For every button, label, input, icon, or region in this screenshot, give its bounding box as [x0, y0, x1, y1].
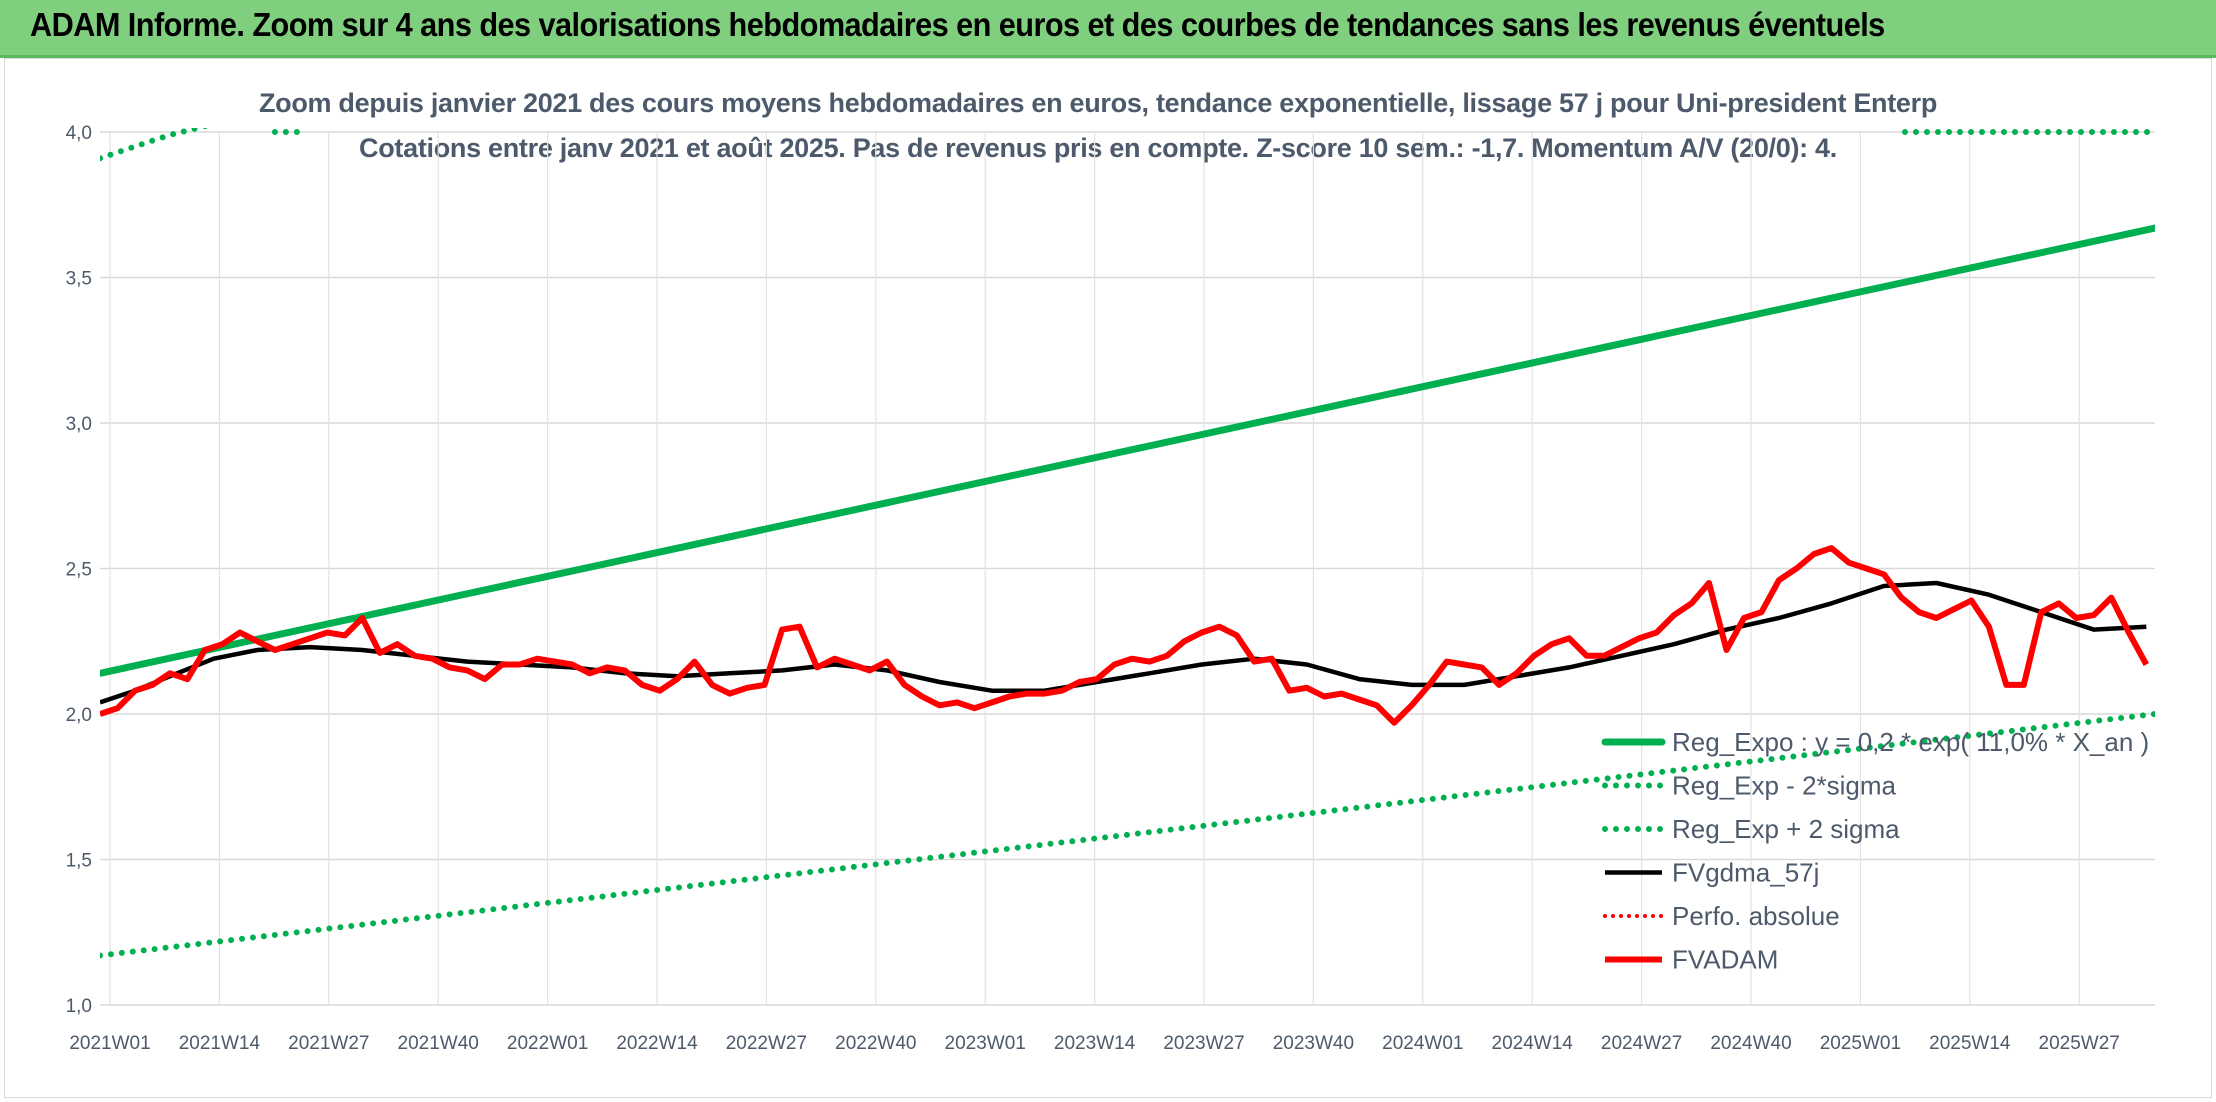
y-tick-label: 3,0	[66, 414, 92, 435]
series-reg-exp-minus-2sigma	[100, 711, 2155, 959]
x-tick-label: 2022W27	[726, 1033, 807, 1054]
y-tick-label: 2,0	[66, 705, 92, 726]
x-tick-label: 2024W40	[1710, 1033, 1791, 1054]
x-tick-label: 2022W14	[616, 1033, 698, 1054]
x-tick-label: 2021W27	[288, 1033, 369, 1054]
x-tick-label: 2022W01	[507, 1033, 588, 1054]
y-tick-label: 3,5	[66, 269, 92, 290]
legend-label: Reg_Expo : y = 0,2 * exp( 11,0% * X_an )	[1672, 727, 2149, 757]
series-fvgdma-57j	[100, 580, 2147, 705]
x-tick-label: 2023W27	[1163, 1033, 1244, 1054]
x-tick-label: 2024W01	[1382, 1033, 1463, 1054]
series-fvadam	[100, 545, 2149, 726]
legend-label: Perfo. absolue	[1672, 901, 1840, 931]
series-reg-exp-plus-2sigma	[100, 128, 209, 162]
y-tick-label: 4,0	[66, 123, 92, 144]
chart-frame	[4, 58, 2212, 1098]
chart-title: Zoom depuis janvier 2021 des cours moyen…	[258, 88, 1938, 118]
x-tick-label: 2023W14	[1054, 1033, 1136, 1054]
x-tick-label: 2025W01	[1820, 1033, 1901, 1054]
x-tick-label: 2021W14	[179, 1033, 261, 1054]
legend-label: Reg_Exp - 2*sigma	[1672, 771, 1897, 801]
legend-label: Reg_Exp + 2 sigma	[1672, 814, 1900, 844]
x-tick-label: 2023W40	[1273, 1033, 1354, 1054]
x-tick-label: 2024W27	[1601, 1033, 1682, 1054]
chart-subtitle: Cotations entre janv 2021 et août 2025. …	[359, 133, 1837, 163]
y-tick-label: 1,0	[66, 996, 92, 1017]
series-reg-expo	[100, 224, 2155, 677]
legend-label: FVADAM	[1672, 945, 1778, 975]
legend-label: FVgdma_57j	[1672, 858, 1819, 888]
x-tick-label: 2023W01	[945, 1033, 1026, 1054]
header-banner: ADAM Informe. Zoom sur 4 ans des valoris…	[0, 0, 2216, 58]
y-tick-label: 2,5	[66, 560, 92, 581]
page-title: ADAM Informe. Zoom sur 4 ans des valoris…	[30, 6, 1885, 43]
y-tick-label: 1,5	[66, 851, 92, 872]
x-tick-label: 2025W14	[1929, 1033, 2011, 1054]
x-tick-label: 2021W40	[398, 1033, 479, 1054]
x-tick-label: 2024W14	[1492, 1033, 1574, 1054]
x-tick-label: 2021W01	[69, 1033, 150, 1054]
x-tick-label: 2022W40	[835, 1033, 916, 1054]
x-tick-label: 2025W27	[2039, 1033, 2120, 1054]
plot-area	[100, 128, 2155, 959]
